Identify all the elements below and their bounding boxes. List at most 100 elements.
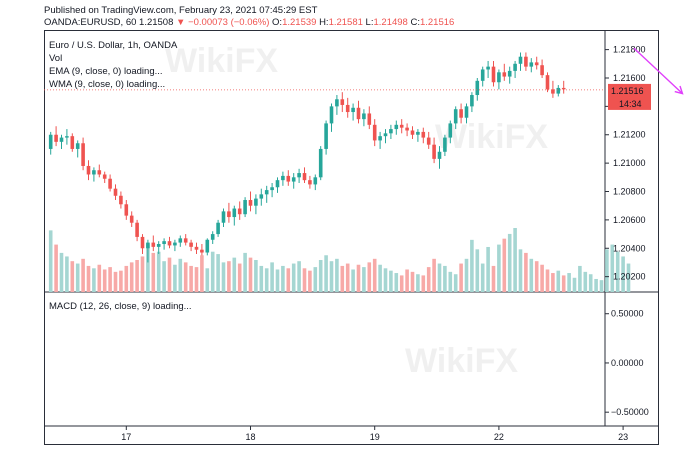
candle <box>81 137 85 171</box>
candle <box>318 146 323 181</box>
open-value: 1.21539 <box>282 17 317 28</box>
candle-body <box>378 136 382 141</box>
candle-body <box>410 130 415 135</box>
candle <box>475 77 480 101</box>
candle <box>372 119 377 147</box>
high-label: H: <box>319 17 329 28</box>
time-tick-label: 23 <box>618 432 628 442</box>
volume-bar <box>48 230 53 292</box>
volume-bar <box>205 268 210 292</box>
price-tag-box <box>608 83 651 110</box>
candle-body <box>194 246 199 250</box>
trend-arrow-head[interactable] <box>674 85 684 95</box>
price-change: −0.00073 (−0.06%) <box>188 17 270 28</box>
volume-bar <box>135 260 139 292</box>
volume-bar <box>124 265 129 292</box>
volume-bar <box>583 271 588 292</box>
candle-body <box>480 69 485 81</box>
volume-bar <box>561 275 566 292</box>
candle <box>534 56 539 70</box>
candle <box>551 80 555 98</box>
candle-body <box>486 66 490 70</box>
candle <box>329 103 334 132</box>
volume-bar <box>270 262 274 292</box>
volume-bar <box>329 261 334 292</box>
candle <box>221 208 226 227</box>
candles <box>48 52 566 263</box>
candle <box>227 202 231 223</box>
volume-bar <box>243 252 247 292</box>
candle <box>189 239 193 252</box>
volume-bar <box>210 251 215 292</box>
volume-bar <box>232 257 237 292</box>
candle <box>405 123 409 137</box>
candle <box>183 234 188 246</box>
volume-bar <box>416 274 420 292</box>
legend-wma[interactable]: WMA (9, close, 0) loading... <box>49 79 165 90</box>
volume-bar <box>578 265 582 292</box>
candle-body <box>281 175 285 181</box>
candle-body <box>178 238 183 243</box>
candle-body <box>491 66 496 83</box>
candle <box>453 106 458 130</box>
candle-body <box>518 56 523 64</box>
volume-bar <box>237 263 242 292</box>
candle-body <box>426 137 431 145</box>
volume-bar <box>545 269 550 292</box>
volume-bar <box>146 244 150 292</box>
volume-bar <box>421 275 426 292</box>
volume-bar <box>81 258 85 292</box>
candle-body <box>356 107 361 120</box>
volume-bar <box>459 263 463 292</box>
volume-bar <box>281 265 285 292</box>
candle-body <box>362 113 366 120</box>
volume-bar <box>113 271 118 292</box>
volume-bar <box>162 261 166 292</box>
candle <box>146 239 150 263</box>
volume-bar <box>362 267 366 292</box>
candle-body <box>329 106 334 124</box>
volume-bar <box>59 252 64 292</box>
candle-body <box>345 104 350 113</box>
candle-body <box>129 215 134 223</box>
candle-body <box>459 109 463 118</box>
candle-body <box>210 234 215 240</box>
candle <box>351 103 355 121</box>
volume-bar <box>140 256 145 292</box>
volume-bar <box>470 239 474 292</box>
legend-title: Euro / U.S. Dollar, 1h, OANDA <box>49 40 178 51</box>
chart-frame[interactable] <box>44 30 659 445</box>
volume-bar <box>227 261 231 292</box>
candle-body <box>302 173 307 181</box>
candle <box>270 182 274 198</box>
trend-arrow[interactable] <box>633 47 684 95</box>
legend-macd[interactable]: MACD (12, 26, close, 9) loading... <box>49 301 192 312</box>
candle-body <box>497 72 501 83</box>
candle-body <box>108 178 112 189</box>
price-tick-label: 1.20400 <box>613 243 646 253</box>
candle-body <box>167 241 172 246</box>
candle-body <box>286 175 291 182</box>
candle-body <box>200 249 204 253</box>
candle <box>491 60 496 87</box>
candle <box>59 134 64 149</box>
volume-bar <box>178 258 183 292</box>
close-value: 1.21516 <box>419 17 455 28</box>
candle-body <box>65 136 69 138</box>
candle-body <box>248 200 253 206</box>
candle-body <box>259 194 264 199</box>
candle-body <box>156 244 161 247</box>
volume-bar <box>286 268 291 292</box>
volume-bar <box>221 262 226 292</box>
candle-body <box>561 87 566 90</box>
volume-bar <box>594 278 598 292</box>
legend-ema[interactable]: EMA (9, close, 0) loading... <box>49 66 163 77</box>
volume-bar <box>291 263 296 292</box>
volume-bar <box>529 258 534 292</box>
candle-body <box>140 236 145 249</box>
candle-body <box>183 238 188 243</box>
candle-body <box>453 109 458 124</box>
trend-arrow-shaft[interactable] <box>633 47 683 95</box>
candle-body <box>54 134 58 142</box>
